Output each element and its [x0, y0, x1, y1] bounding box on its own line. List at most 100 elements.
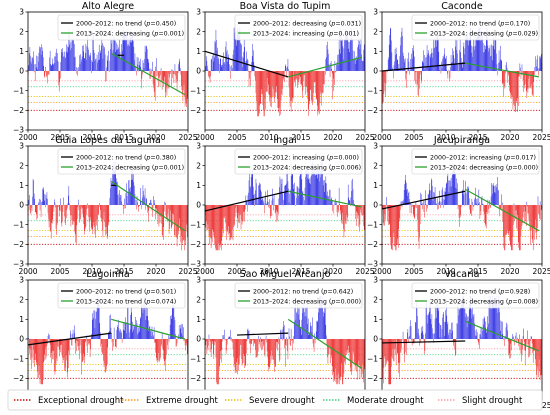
bar	[463, 42, 465, 71]
bar	[242, 205, 243, 222]
bar	[64, 51, 65, 71]
bar	[75, 70, 76, 71]
bar	[459, 39, 461, 71]
bar	[399, 339, 401, 364]
bar	[399, 205, 400, 219]
bar	[121, 44, 122, 71]
bar	[406, 182, 407, 205]
bar	[94, 205, 96, 235]
bar	[186, 71, 187, 108]
bar	[68, 195, 69, 205]
bar	[304, 316, 306, 339]
bar	[276, 339, 277, 342]
bar	[353, 60, 355, 71]
bar	[347, 339, 348, 350]
bar	[259, 339, 260, 343]
bar	[331, 197, 332, 205]
bar	[95, 318, 96, 339]
bar	[84, 58, 85, 71]
bar	[337, 65, 339, 71]
bar	[277, 71, 278, 99]
bar	[223, 335, 224, 339]
y-tick-label: −1	[190, 86, 201, 95]
bar	[140, 200, 142, 205]
bar	[465, 193, 467, 205]
bar	[412, 339, 414, 344]
bar	[419, 71, 421, 75]
bar	[117, 326, 118, 339]
bar	[497, 71, 498, 76]
bar	[124, 330, 125, 339]
bar	[110, 314, 111, 339]
bar	[498, 295, 499, 339]
bar	[516, 339, 517, 343]
bar	[132, 321, 133, 339]
bar	[501, 321, 502, 339]
bar	[60, 71, 61, 79]
bar	[515, 205, 517, 211]
bar	[326, 195, 328, 205]
bar	[293, 339, 294, 344]
bar	[150, 68, 152, 71]
bar	[409, 326, 411, 339]
bar	[266, 204, 267, 205]
bar	[273, 71, 275, 99]
bar	[62, 205, 64, 212]
x-tick-label: 2010	[82, 267, 101, 276]
bar	[38, 61, 39, 71]
bar	[233, 339, 235, 368]
bar	[273, 194, 275, 205]
bar	[304, 312, 305, 339]
bar	[133, 46, 135, 71]
bar	[318, 312, 319, 339]
bar	[350, 39, 351, 71]
bar	[72, 333, 73, 339]
bar	[119, 332, 121, 339]
bar	[58, 205, 60, 217]
bar	[92, 61, 93, 71]
bar	[526, 71, 528, 98]
bar	[428, 313, 429, 339]
bar	[427, 315, 429, 339]
bar	[186, 339, 187, 346]
bar	[133, 182, 135, 205]
bar	[476, 332, 478, 339]
bar	[101, 339, 103, 353]
bar	[105, 339, 106, 373]
bar	[36, 205, 38, 220]
bar	[505, 205, 507, 235]
bar	[404, 59, 405, 71]
bar	[265, 335, 267, 339]
bar	[530, 205, 531, 244]
bar	[66, 203, 68, 205]
bar	[146, 45, 147, 71]
bar	[335, 71, 337, 73]
bar	[440, 65, 441, 71]
bar	[73, 333, 75, 339]
bar	[417, 205, 418, 220]
bar	[515, 205, 516, 220]
bar	[205, 66, 207, 71]
bar	[492, 183, 494, 205]
bar	[107, 339, 108, 348]
bar	[118, 49, 120, 71]
bar	[120, 55, 122, 71]
bar	[173, 205, 175, 222]
bar	[535, 205, 537, 233]
bar	[435, 40, 436, 71]
bar	[294, 321, 295, 339]
bar	[38, 202, 40, 205]
bar	[422, 61, 424, 71]
x-tick-label: 2010	[436, 267, 455, 276]
bar	[87, 339, 89, 342]
bar	[505, 64, 507, 71]
bar	[495, 40, 497, 71]
bar	[122, 34, 123, 71]
bar	[105, 71, 106, 82]
bar	[389, 339, 390, 385]
bar	[532, 339, 534, 363]
bar	[137, 334, 138, 339]
bar	[512, 71, 514, 110]
bar	[292, 339, 293, 341]
bar	[500, 337, 502, 339]
